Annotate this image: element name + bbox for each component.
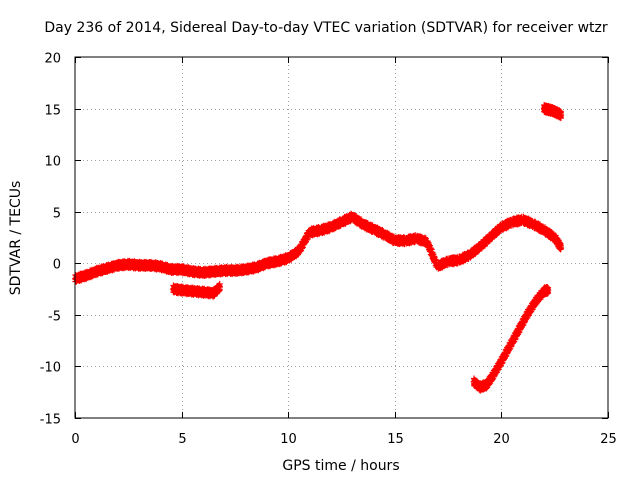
- plot-frame: [74, 56, 609, 419]
- series-steep-rise: [470, 284, 552, 394]
- series-upper-segment: [541, 102, 565, 122]
- x-tick-label: 15: [387, 432, 404, 447]
- y-tick-label: 15: [44, 104, 61, 119]
- marker-path: [541, 102, 565, 122]
- y-tick-label: 0: [53, 258, 61, 273]
- x-tick-label: 5: [178, 432, 186, 447]
- x-tick-label: 10: [280, 432, 297, 447]
- y-tick-label: -15: [40, 413, 61, 428]
- marker-path: [470, 284, 552, 394]
- x-tick-label: 25: [600, 432, 617, 447]
- y-tick-label: -10: [40, 361, 61, 376]
- marker-path: [72, 210, 565, 285]
- y-tick-label: 5: [53, 207, 61, 222]
- y-tick-label: 10: [44, 155, 61, 170]
- x-axis-label: GPS time / hours: [282, 458, 399, 474]
- x-tick-label: 20: [493, 432, 510, 447]
- grid-layer: [75, 57, 608, 418]
- x-tick-label: 0: [71, 432, 79, 447]
- chart-title: Day 236 of 2014, Sidereal Day-to-day VTE…: [44, 20, 608, 36]
- series-main-arc: [72, 210, 565, 285]
- series-lower-segment: [170, 280, 223, 300]
- data-layer: [72, 102, 565, 394]
- marker-path: [170, 280, 223, 300]
- y-tick-label: 20: [44, 52, 61, 67]
- tick-layer: 0 5 10 15 20 25 -15 -10 -5 0 5 10 15 20: [40, 52, 617, 448]
- y-tick-label: -5: [48, 310, 61, 325]
- y-axis-label: SDTVAR / TECUs: [8, 181, 24, 296]
